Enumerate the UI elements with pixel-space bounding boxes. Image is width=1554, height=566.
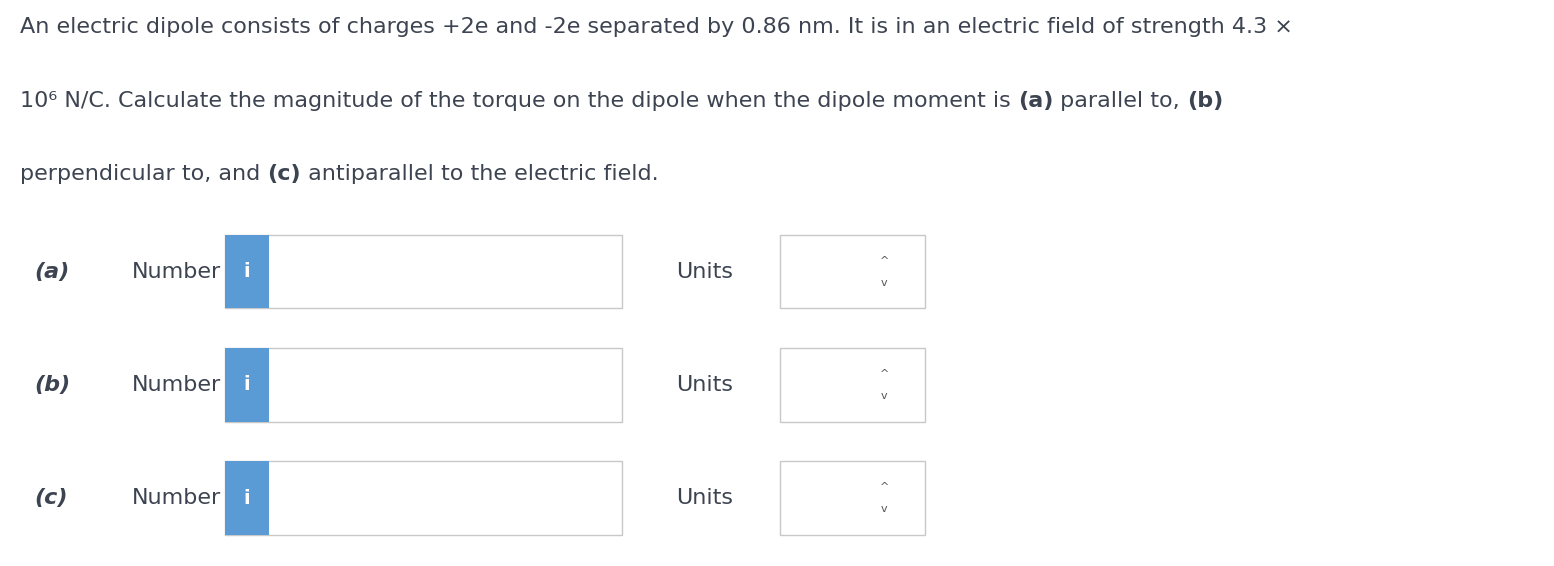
FancyBboxPatch shape (225, 461, 622, 535)
Text: 10⁶ N/C. Calculate the magnitude of the torque on the dipole when the dipole mom: 10⁶ N/C. Calculate the magnitude of the … (20, 91, 1018, 110)
FancyBboxPatch shape (780, 235, 925, 308)
Text: (a): (a) (1018, 91, 1054, 110)
Text: Number: Number (132, 488, 221, 508)
Text: (c): (c) (267, 164, 301, 184)
Text: antiparallel to the electric field.: antiparallel to the electric field. (301, 164, 659, 184)
Text: (b): (b) (1187, 91, 1223, 110)
FancyBboxPatch shape (225, 348, 269, 422)
Text: Number: Number (132, 261, 221, 282)
Text: ^: ^ (880, 369, 889, 379)
Text: (a): (a) (34, 261, 70, 282)
FancyBboxPatch shape (780, 348, 925, 422)
Text: i: i (244, 262, 250, 281)
Text: v: v (881, 278, 887, 288)
Text: parallel to,: parallel to, (1054, 91, 1187, 110)
Text: Units: Units (676, 488, 733, 508)
Text: i: i (244, 375, 250, 395)
Text: perpendicular to, and: perpendicular to, and (20, 164, 267, 184)
Text: Units: Units (676, 261, 733, 282)
Text: Units: Units (676, 375, 733, 395)
Text: i: i (244, 488, 250, 508)
Text: (c): (c) (34, 488, 68, 508)
Text: Number: Number (132, 375, 221, 395)
Text: ^: ^ (880, 256, 889, 265)
FancyBboxPatch shape (225, 235, 269, 308)
Text: An electric dipole consists of charges +2e and -2e separated by 0.86 nm. It is i: An electric dipole consists of charges +… (20, 17, 1293, 37)
FancyBboxPatch shape (780, 461, 925, 535)
FancyBboxPatch shape (225, 235, 622, 308)
FancyBboxPatch shape (225, 348, 622, 422)
Text: (b): (b) (34, 375, 70, 395)
Text: v: v (881, 504, 887, 514)
FancyBboxPatch shape (225, 461, 269, 535)
Text: ^: ^ (880, 482, 889, 492)
Text: v: v (881, 391, 887, 401)
